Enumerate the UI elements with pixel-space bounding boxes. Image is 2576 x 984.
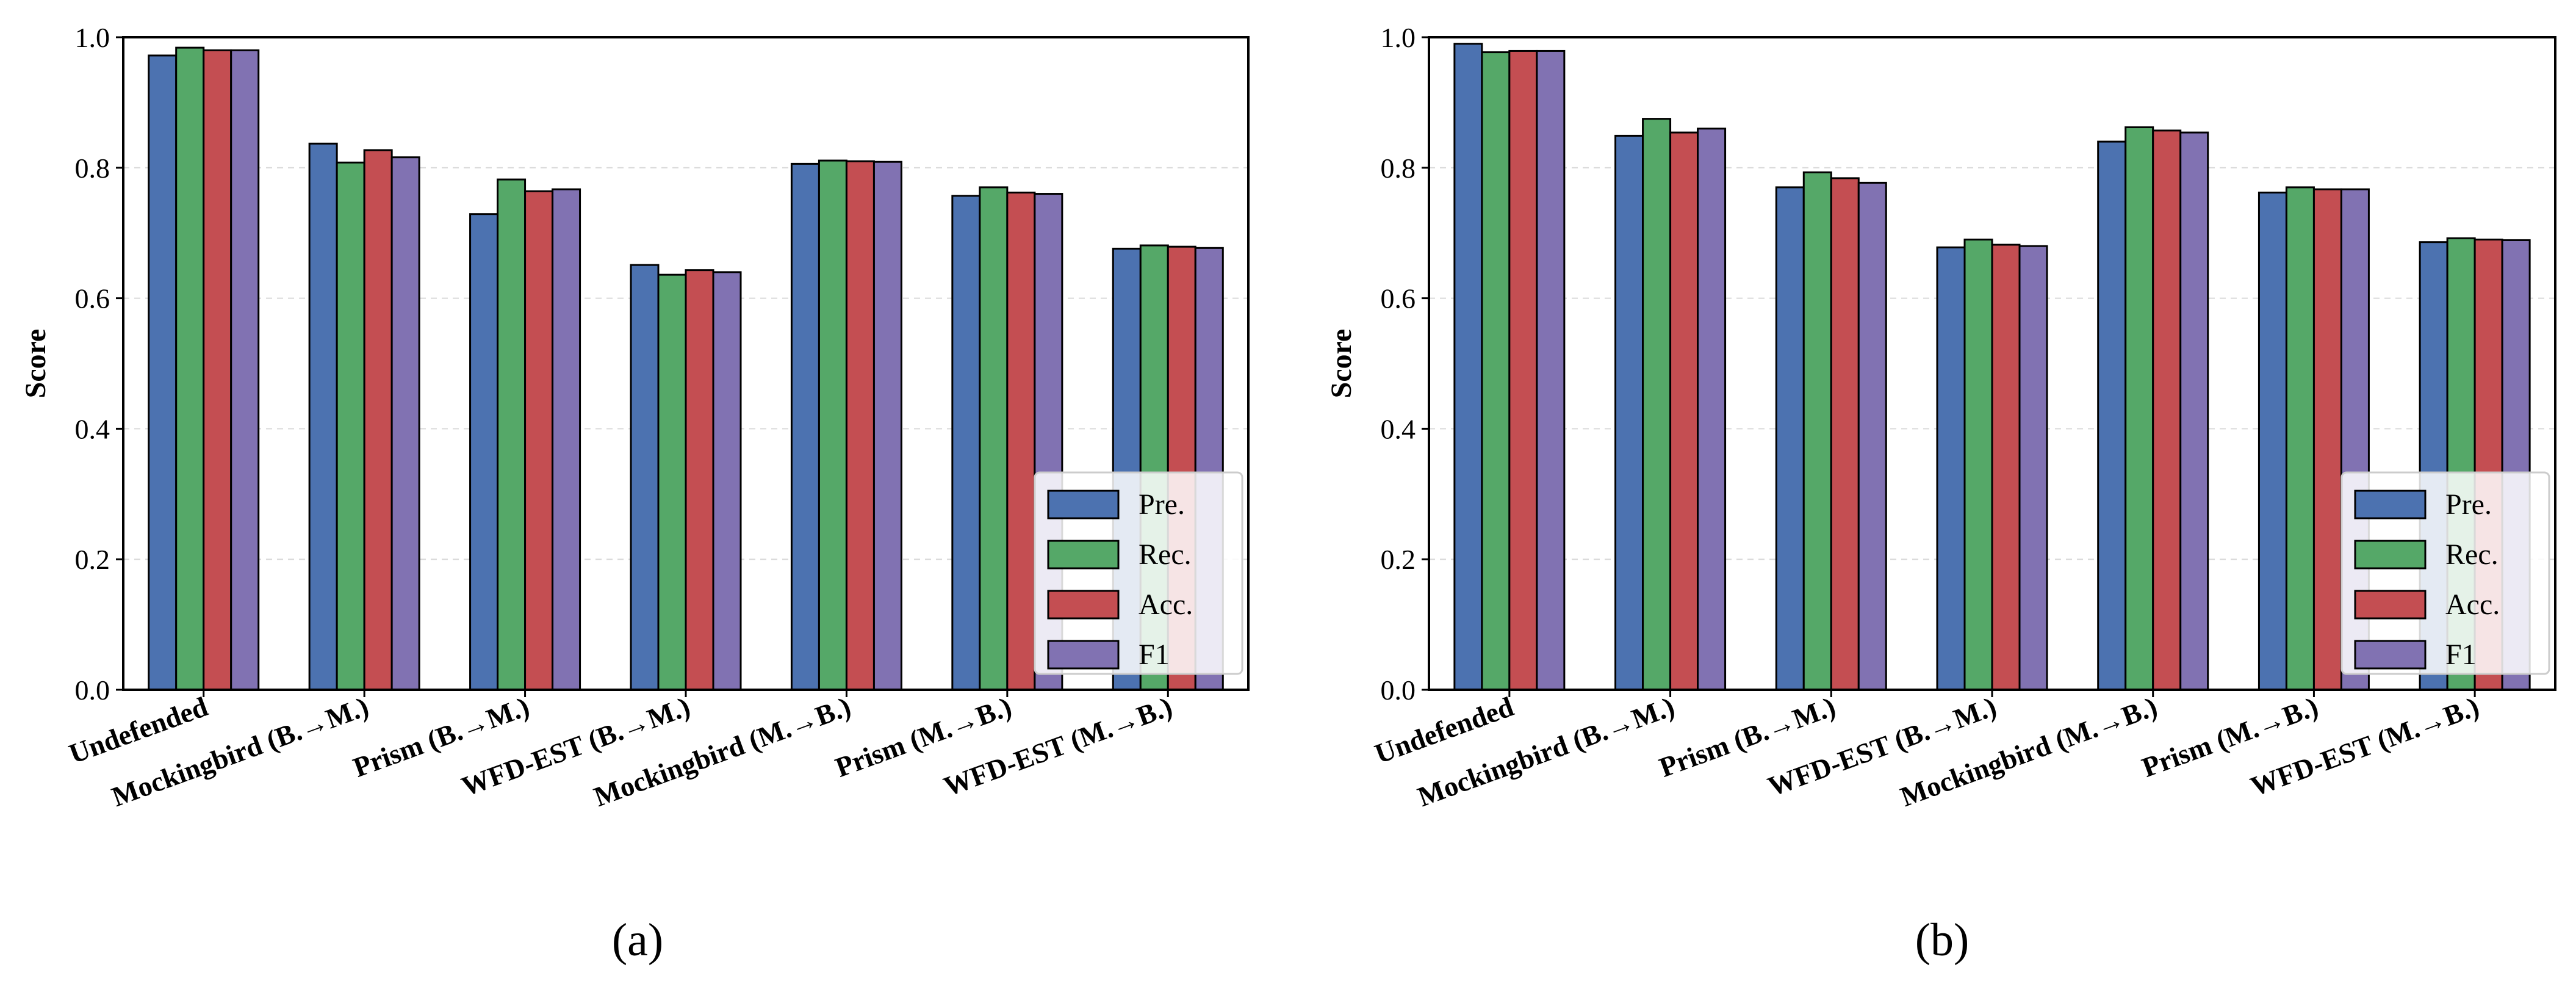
bar-f1-3 bbox=[1857, 181, 1887, 691]
legend-swatch bbox=[1047, 540, 1120, 570]
bar-rec-2 bbox=[1642, 118, 1672, 691]
bar-rec-5 bbox=[818, 159, 847, 691]
y-tick-label: 0.0 bbox=[75, 675, 110, 706]
bar-acc-2 bbox=[363, 149, 393, 691]
bar-f1-1 bbox=[230, 49, 260, 691]
bar-rec-6 bbox=[2285, 186, 2315, 691]
bar-pre-3 bbox=[1775, 186, 1805, 691]
legend-label: F1 bbox=[2445, 639, 2477, 671]
bar-pre-4 bbox=[1936, 246, 1966, 691]
y-tick-label: 0.8 bbox=[75, 153, 110, 184]
y-tick-label: 0.4 bbox=[75, 413, 110, 444]
bar-acc-4 bbox=[1991, 244, 2021, 691]
chart-panel-2: 0.00.20.40.60.81.0ScoreUndefendedMocking… bbox=[1325, 22, 2556, 966]
chart-panel-1: 0.00.20.40.60.81.0ScoreUndefendedMocking… bbox=[20, 22, 1250, 966]
bar-rec-4 bbox=[657, 273, 687, 691]
bar-f1-5 bbox=[2179, 131, 2209, 691]
legend-swatch bbox=[1047, 590, 1120, 620]
legend-swatch bbox=[1047, 490, 1120, 519]
bar-acc-6 bbox=[2312, 188, 2342, 691]
bar-acc-1 bbox=[203, 49, 232, 691]
bar-f1-3 bbox=[552, 188, 581, 691]
bar-acc-5 bbox=[845, 160, 875, 691]
y-tick-label: 0.8 bbox=[1381, 153, 1416, 184]
bar-f1-5 bbox=[872, 161, 902, 691]
bar-f1-4 bbox=[2018, 245, 2048, 691]
panel-caption: (b) bbox=[1915, 914, 1970, 966]
bar-acc-6 bbox=[1006, 191, 1036, 691]
bar-acc-3 bbox=[524, 190, 554, 691]
y-tick-label: 0.0 bbox=[1381, 675, 1416, 706]
bar-rec-2 bbox=[336, 161, 365, 691]
legend: Pre. Rec. Acc. F1 bbox=[2340, 471, 2550, 675]
x-tick-label: Mockingbird (M.→B.) bbox=[590, 690, 855, 812]
legend-label: Rec. bbox=[2445, 538, 2499, 571]
bar-rec-3 bbox=[1802, 171, 1832, 691]
y-tick-label: 0.2 bbox=[75, 544, 110, 575]
y-axis-title: Score bbox=[1325, 329, 1358, 399]
y-tick-label: 0.6 bbox=[1381, 283, 1416, 314]
legend-swatch bbox=[1047, 640, 1120, 670]
bar-rec-3 bbox=[497, 178, 527, 691]
y-tick-label: 1.0 bbox=[75, 22, 110, 53]
panel-caption: (a) bbox=[612, 914, 663, 966]
bar-pre-3 bbox=[469, 213, 499, 691]
y-axis-title: Score bbox=[20, 329, 52, 399]
bar-pre-6 bbox=[951, 195, 981, 691]
bar-acc-3 bbox=[1830, 177, 1860, 691]
x-tick-label: Mockingbird (B.→M.) bbox=[107, 690, 372, 812]
bar-rec-4 bbox=[1963, 238, 1993, 691]
legend-box bbox=[1034, 471, 1243, 675]
bar-f1-2 bbox=[1697, 128, 1727, 691]
bar-pre-5 bbox=[790, 162, 820, 691]
bar-pre-1 bbox=[148, 54, 178, 691]
bar-pre-4 bbox=[630, 264, 660, 691]
bar-rec-1 bbox=[1481, 51, 1511, 691]
bar-pre-2 bbox=[1614, 134, 1644, 691]
bar-rec-1 bbox=[175, 46, 205, 691]
bar-f1-4 bbox=[712, 271, 742, 691]
legend-label: Acc. bbox=[1139, 588, 1193, 621]
bar-acc-2 bbox=[1669, 131, 1699, 691]
bar-pre-2 bbox=[308, 142, 338, 691]
bar-rec-5 bbox=[2124, 126, 2154, 691]
bar-acc-5 bbox=[2152, 129, 2182, 691]
x-tick-label: Mockingbird (M.→B.) bbox=[1896, 690, 2161, 812]
bar-f1-1 bbox=[1536, 49, 1566, 691]
legend-swatch bbox=[2354, 640, 2427, 670]
bar-rec-6 bbox=[979, 186, 1009, 691]
y-tick-label: 0.2 bbox=[1381, 544, 1416, 575]
y-tick-label: 0.6 bbox=[75, 283, 110, 314]
legend-swatch bbox=[2354, 490, 2427, 519]
y-tick-label: 0.4 bbox=[1381, 413, 1416, 444]
y-tick-label: 1.0 bbox=[1381, 22, 1416, 53]
legend-label: Pre. bbox=[1139, 488, 1185, 521]
legend-label: Rec. bbox=[1139, 538, 1192, 571]
legend-label: Acc. bbox=[2445, 588, 2500, 621]
bar-acc-1 bbox=[1508, 49, 1538, 691]
legend: Pre. Rec. Acc. F1 bbox=[1034, 471, 1243, 675]
bar-acc-4 bbox=[685, 269, 714, 691]
bar-pre-6 bbox=[2258, 191, 2287, 691]
legend-swatch bbox=[2354, 540, 2427, 570]
legend-label: F1 bbox=[1139, 639, 1170, 671]
bar-pre-5 bbox=[2097, 140, 2127, 691]
legend-swatch bbox=[2354, 590, 2427, 620]
legend-label: Pre. bbox=[2445, 488, 2492, 521]
x-tick-label: Mockingbird (B.→M.) bbox=[1414, 690, 1678, 812]
legend-box bbox=[2340, 471, 2550, 675]
bar-pre-1 bbox=[1453, 43, 1483, 691]
bar-f1-2 bbox=[390, 156, 420, 691]
